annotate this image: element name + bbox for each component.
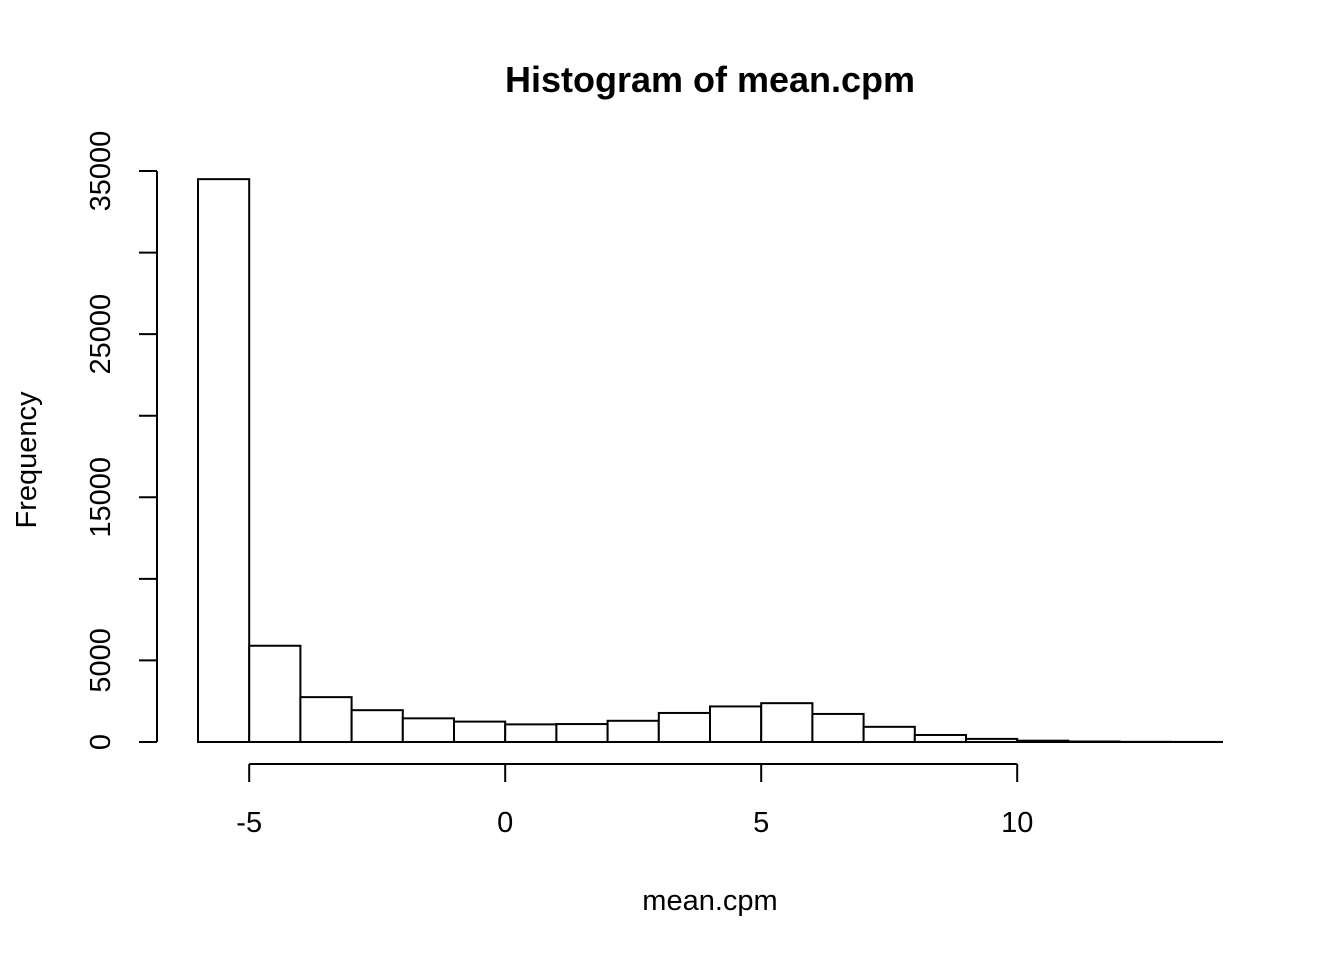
y-tick-label-3: 25000 xyxy=(85,294,117,375)
y-axis: 0 5000 15000 25000 35000 xyxy=(85,131,158,750)
histogram-bar-10 xyxy=(709,705,763,744)
histogram-bar-12 xyxy=(811,712,865,744)
histogram-bar-14 xyxy=(913,733,967,744)
histogram-bar-7 xyxy=(555,723,609,743)
histogram-bar-0 xyxy=(197,178,251,743)
histogram-bars xyxy=(197,178,1224,744)
y-tick-label-0: 0 xyxy=(85,734,117,750)
histogram-bar-6 xyxy=(504,723,558,743)
y-tick-label-4: 35000 xyxy=(85,131,117,212)
histogram-bar-2 xyxy=(299,696,353,744)
histogram-bar-1 xyxy=(248,644,302,744)
x-tick-label-0: -5 xyxy=(236,807,262,839)
histogram-bar-11 xyxy=(760,702,814,743)
x-tick-label-2: 5 xyxy=(753,807,769,839)
histogram-bar-8 xyxy=(606,719,660,744)
chart-title: Histogram of mean.cpm xyxy=(505,59,915,100)
histogram-bar-4 xyxy=(401,717,455,744)
x-tick-label-1: 0 xyxy=(497,807,513,839)
histogram-bar-3 xyxy=(350,709,404,743)
y-tick-label-1: 5000 xyxy=(85,628,117,693)
x-axis-title: mean.cpm xyxy=(642,885,777,917)
y-tick-label-2: 15000 xyxy=(85,457,117,538)
histogram-bar-5 xyxy=(453,720,507,743)
y-axis-title: Frequency xyxy=(11,391,43,529)
histogram-bar-9 xyxy=(657,711,711,743)
histogram-bar-13 xyxy=(862,725,916,743)
x-tick-label-3: 10 xyxy=(1001,807,1033,839)
x-axis: -5 0 5 10 xyxy=(236,763,1033,839)
